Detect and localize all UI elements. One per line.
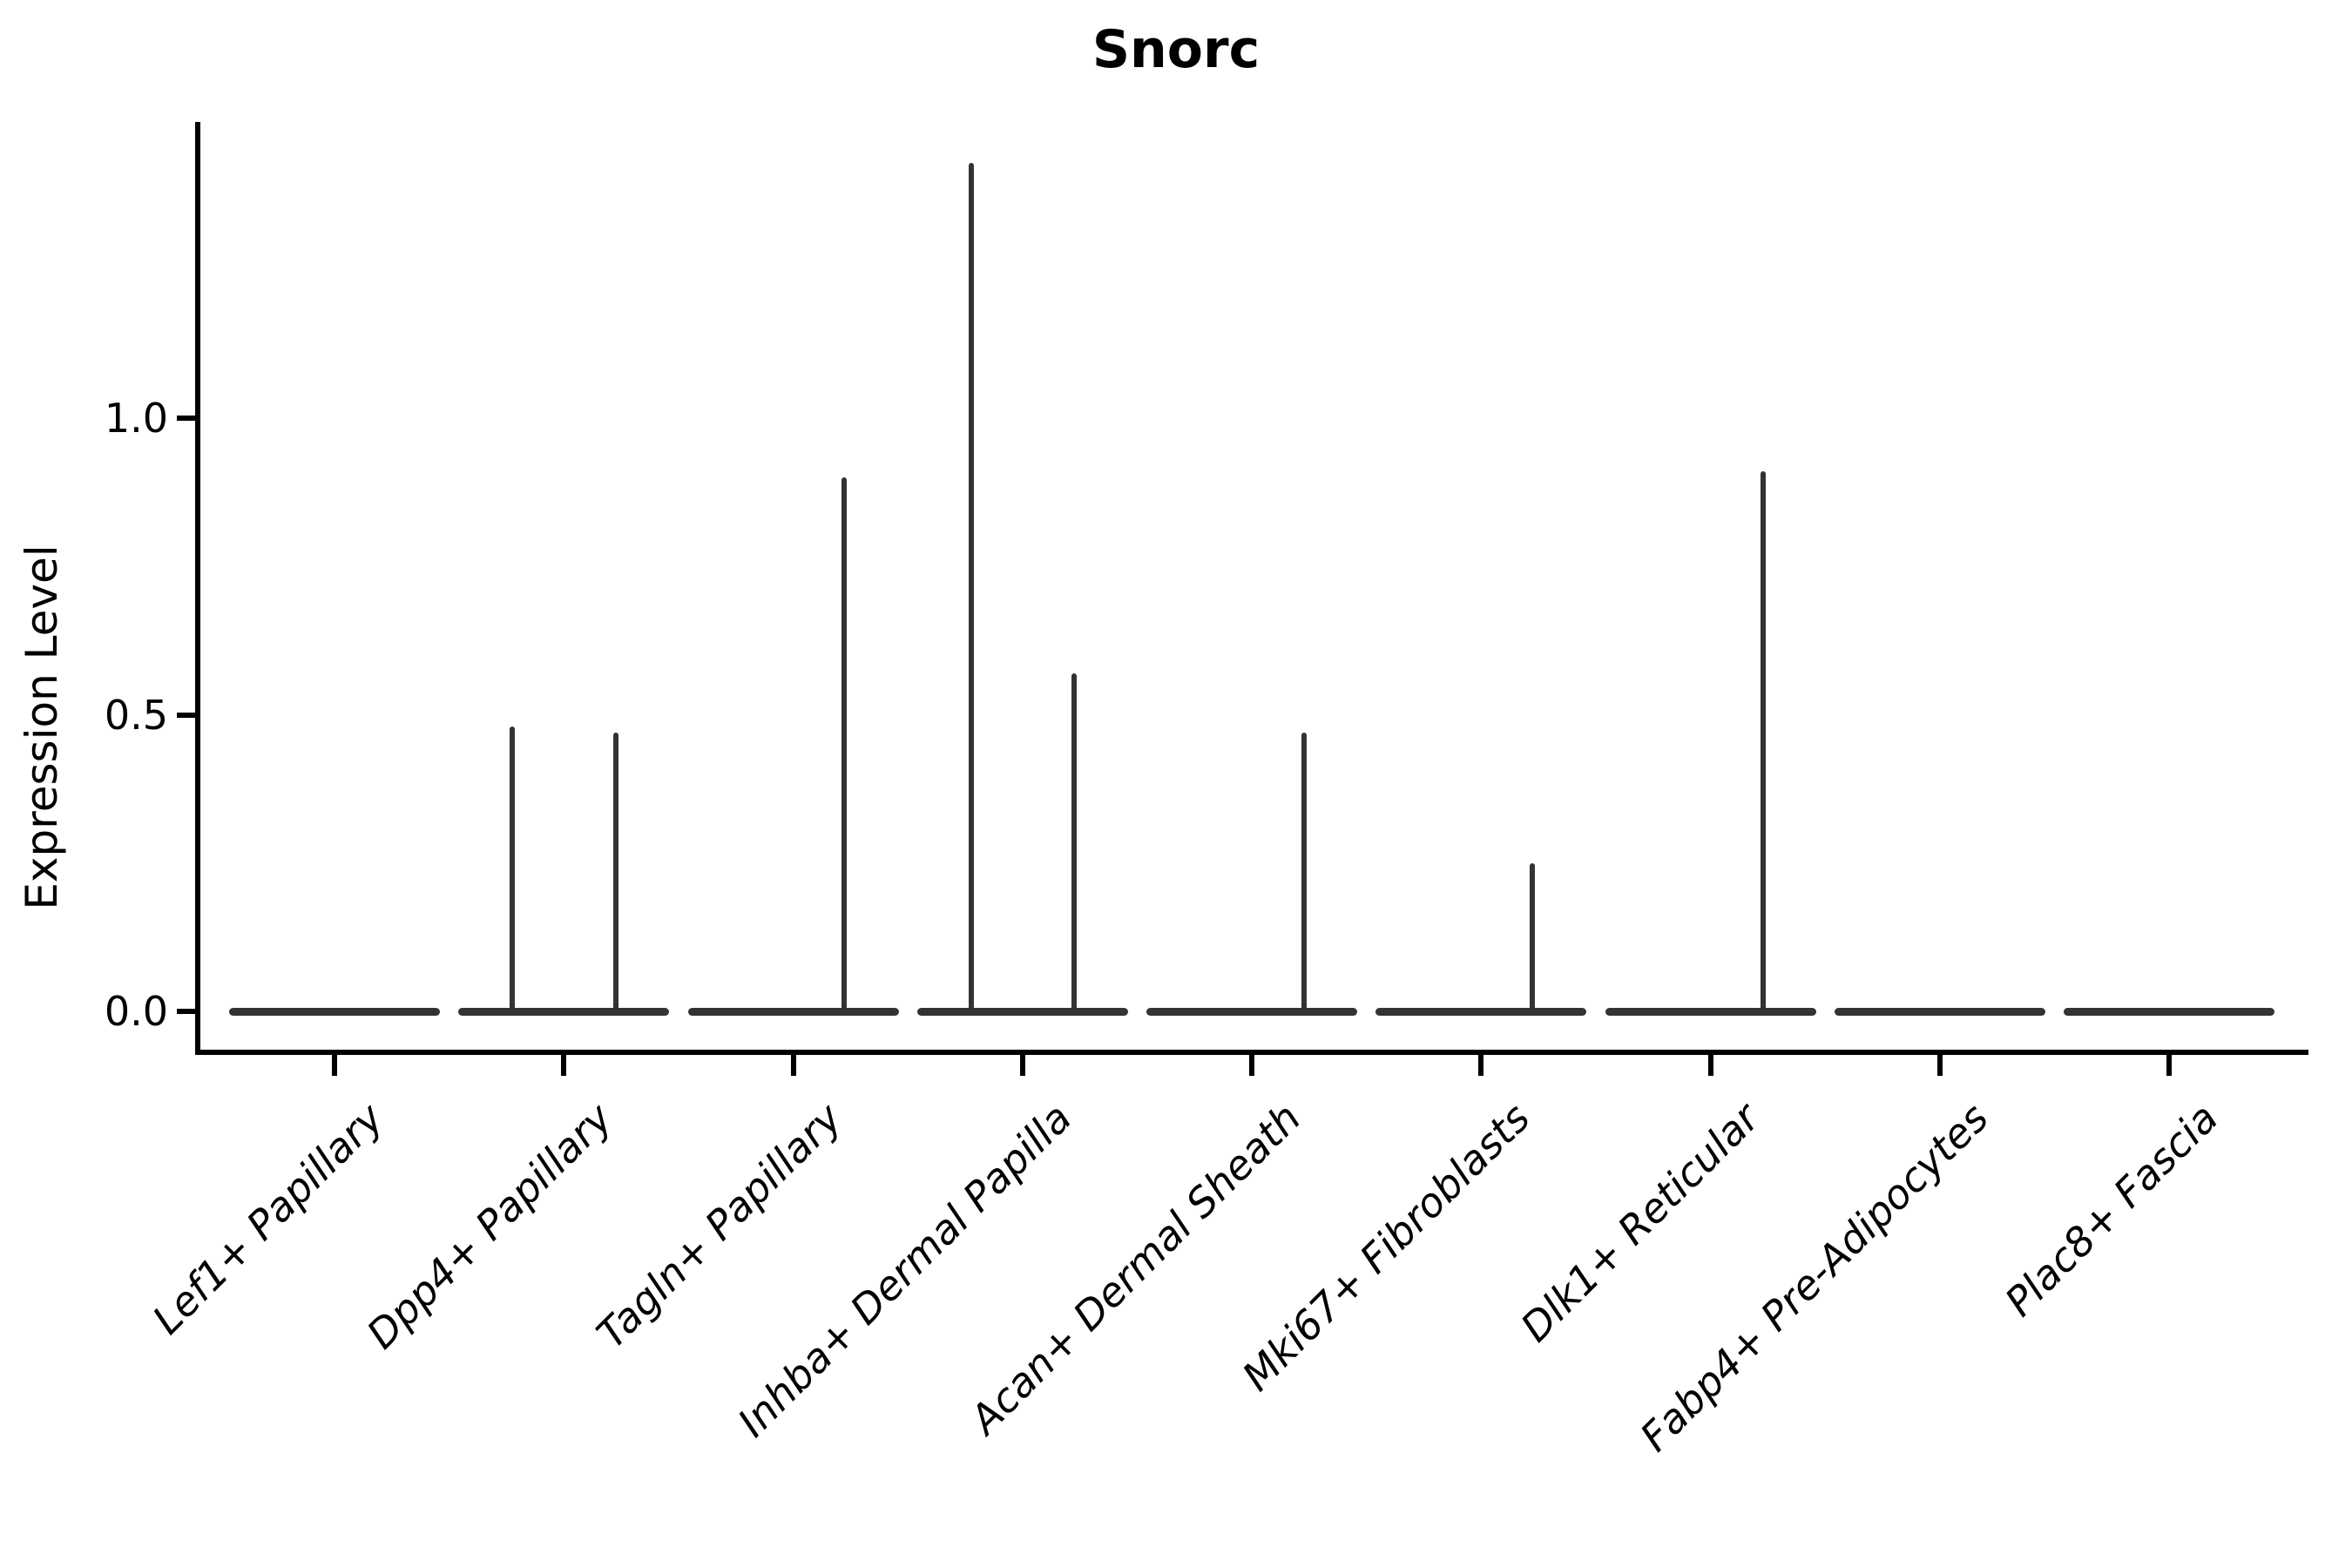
x-tick-mark [790, 1055, 796, 1076]
y-tick-label: 0.5 [104, 691, 168, 739]
x-category-label: Plac8+ Fascia [1995, 1094, 2227, 1326]
violin-spike [841, 477, 848, 1011]
y-tick-label: 0.0 [104, 988, 168, 1035]
y-tick-mark [177, 712, 198, 718]
violin-spike [613, 732, 619, 1011]
x-tick-mark [1936, 1055, 1943, 1076]
violin-baseline [916, 1007, 1128, 1016]
violin-baseline [1834, 1007, 2045, 1016]
x-tick-mark [561, 1055, 567, 1076]
x-tick-mark [332, 1055, 337, 1076]
x-tick-mark [2166, 1055, 2172, 1076]
x-tick-mark [1249, 1055, 1254, 1076]
x-category-label: Dlk1+ Reticular [1511, 1094, 1768, 1351]
violin-spike [968, 163, 974, 1011]
violin-spike [1071, 672, 1077, 1011]
violin-baseline [2064, 1007, 2274, 1016]
y-tick-mark [177, 1009, 198, 1014]
x-tick-mark [1019, 1055, 1025, 1076]
violin-baseline [1605, 1007, 1816, 1016]
violin-baseline [229, 1007, 440, 1016]
x-axis-spine [195, 1050, 2308, 1055]
x-category-label: Lef1+ Papillary [143, 1094, 393, 1343]
violin-baseline [458, 1007, 670, 1016]
x-category-label: Tagln+ Papillary [587, 1094, 851, 1358]
violin-spike [1760, 471, 1766, 1011]
y-axis-spine [195, 122, 200, 1055]
violin-spike [1301, 732, 1308, 1011]
x-tick-mark [1478, 1055, 1484, 1076]
y-tick-mark [177, 416, 198, 421]
violin-baseline [1146, 1007, 1357, 1016]
x-category-label: Dpp4+ Papillary [357, 1094, 622, 1358]
chart-title: Snorc [1092, 19, 1260, 80]
y-tick-label: 1.0 [104, 395, 168, 442]
violin-spike [1530, 862, 1536, 1011]
violin-baseline [687, 1007, 899, 1016]
violin-baseline [1375, 1007, 1587, 1016]
x-tick-mark [1707, 1055, 1713, 1076]
violin-spike [510, 727, 516, 1011]
